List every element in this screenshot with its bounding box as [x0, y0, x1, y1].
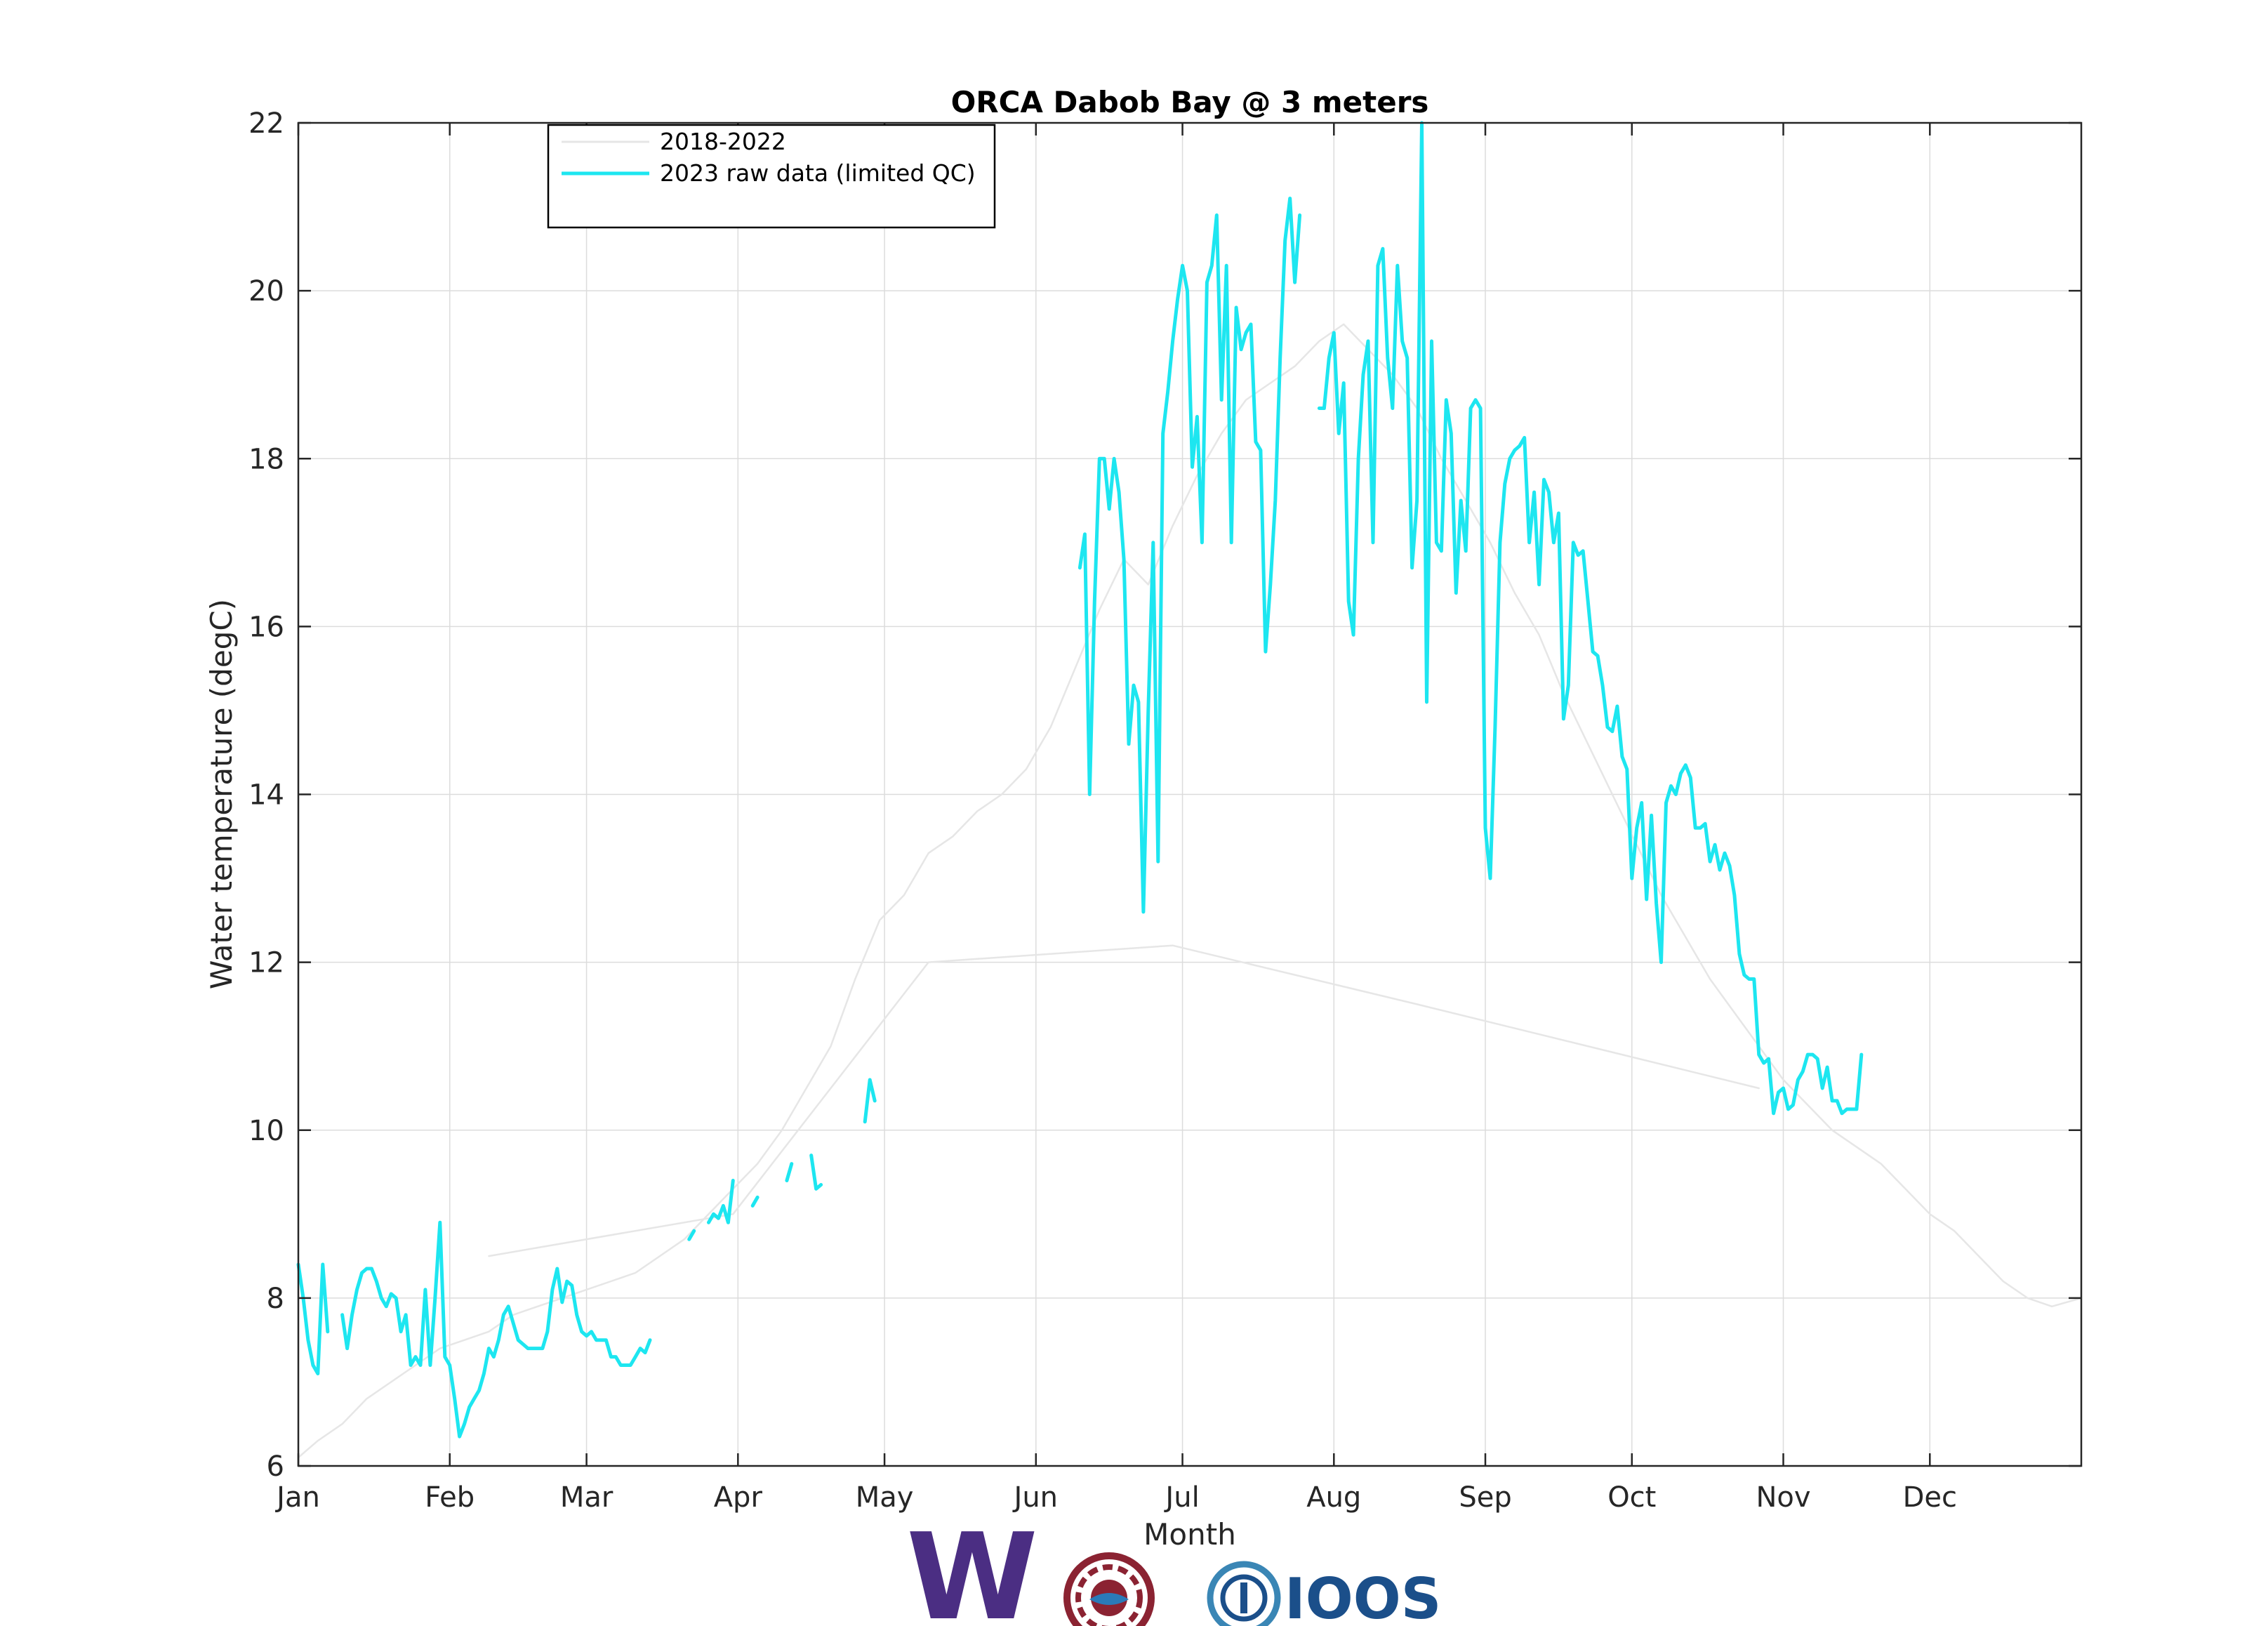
y-tick-label: 12 [248, 947, 284, 979]
x-tick-label: Feb [425, 1481, 475, 1514]
tick-labels: 6 8 10 12 14 16 18 20 22 Jan Feb Mar Apr May Jun Jul Aug… [248, 107, 1957, 1514]
y-tick-label: 10 [248, 1115, 284, 1147]
x-tick-label: Jan [274, 1481, 320, 1514]
x-tick-label: Mar [560, 1481, 614, 1514]
x-tick-label: Dec [1903, 1481, 1957, 1514]
x-tick-label: Nov [1756, 1481, 1810, 1514]
chart-title: ORCA Dabob Bay @ 3 meters [951, 85, 1429, 119]
series-2023-line [340, 1220, 652, 1439]
series-2023-line [1317, 121, 1864, 1116]
series-2023-line [809, 1154, 823, 1191]
x-tick-label: Jun [1012, 1481, 1059, 1514]
y-tick-label: 18 [248, 443, 284, 475]
series-2018-2022-line [297, 323, 2083, 1459]
y-axis-label: Water temperature (degC) [204, 599, 239, 989]
legend-label-historical: 2018-2022 [660, 128, 786, 155]
y-tick-label: 14 [248, 779, 284, 812]
x-tick-label: Aug [1306, 1481, 1361, 1514]
svg-text:IOOS: IOOS [1285, 1566, 1441, 1626]
series-2023-line [687, 1229, 696, 1241]
legend: 2018-2022 2023 raw data (limited QC) [547, 124, 996, 229]
y-tick-label: 6 [267, 1450, 284, 1483]
y-tick-label: 8 [267, 1283, 284, 1315]
axis-ticks [297, 121, 2081, 1467]
series-2018-2022-line [488, 944, 1760, 1257]
x-tick-label: Oct [1607, 1481, 1656, 1514]
svg-text:W: W [906, 1508, 1038, 1626]
native-art-logo [1063, 1552, 1155, 1626]
x-tick-label: Jul [1163, 1481, 1199, 1514]
ioos-logo: IOOS [1207, 1561, 1441, 1626]
series-2023-line [785, 1162, 794, 1182]
y-tick-label: 22 [248, 107, 284, 140]
series-2023-line [707, 1179, 735, 1224]
series-2023-line [1077, 197, 1302, 914]
x-axis-label: Month [1143, 1517, 1236, 1552]
y-tick-label: 16 [248, 611, 284, 643]
y-tick-label: 20 [248, 275, 284, 308]
x-tick-label: Sep [1459, 1481, 1511, 1514]
series-2023-line [863, 1078, 877, 1124]
series-2023-line [750, 1195, 760, 1208]
x-tick-label: Apr [714, 1481, 763, 1514]
uw-logo: W [906, 1508, 1038, 1626]
legend-label-2023: 2023 raw data (limited QC) [660, 159, 976, 187]
x-tick-label: May [856, 1481, 914, 1514]
